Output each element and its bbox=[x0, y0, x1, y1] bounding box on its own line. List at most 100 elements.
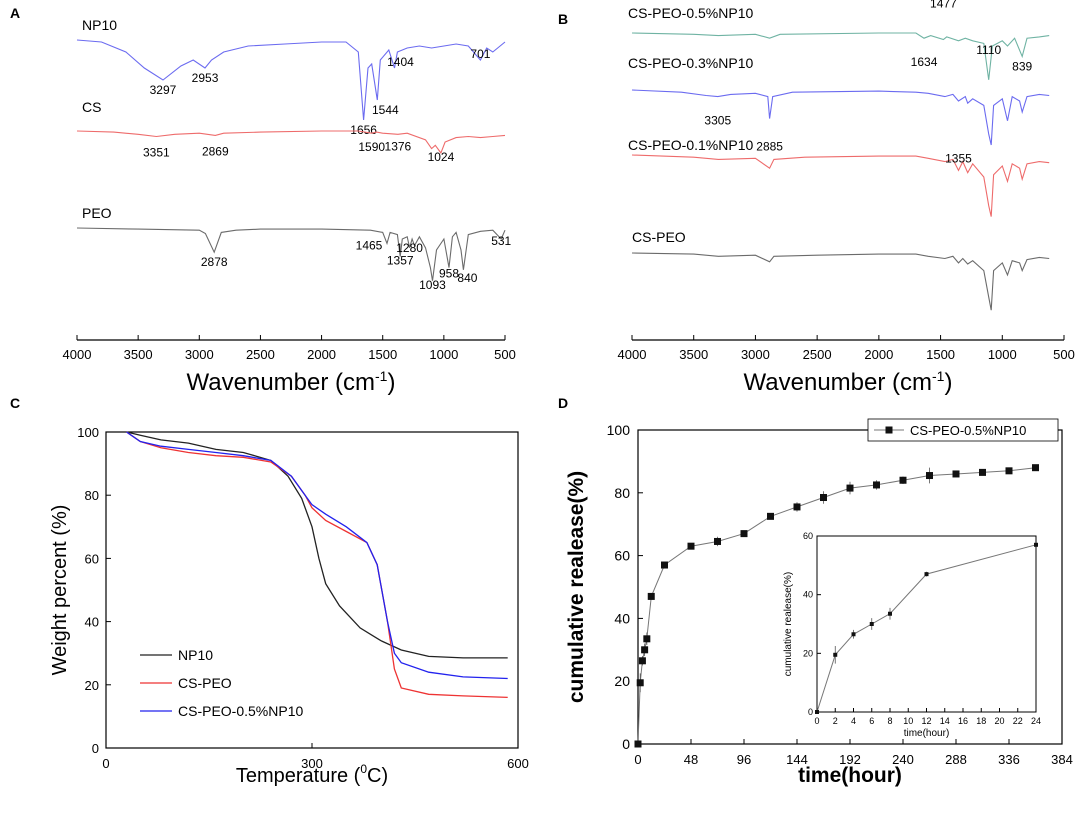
data-point bbox=[820, 494, 827, 502]
series-name-label: CS-PEO bbox=[632, 229, 686, 245]
x-axis-label-sup: -1 bbox=[932, 368, 945, 384]
x-tick-label: 0 bbox=[634, 752, 641, 767]
data-point bbox=[740, 530, 748, 538]
data-point bbox=[714, 537, 721, 545]
y-axis-label: cumulative realease(%) bbox=[565, 471, 588, 703]
inset-x-tick-label: 22 bbox=[1013, 716, 1023, 726]
x-axis-label: Wavenumber (cm-1) bbox=[744, 368, 953, 396]
peak-label: 1110 bbox=[976, 43, 1001, 57]
series-name-label: PEO bbox=[82, 205, 112, 221]
inset-data-point bbox=[924, 572, 929, 577]
peak-label: 3305 bbox=[704, 114, 731, 128]
x-tick-label: 1500 bbox=[368, 347, 397, 362]
inset-y-tick-label: 40 bbox=[803, 590, 813, 600]
data-point bbox=[647, 592, 655, 600]
spectrum-line-cs-peo-0-5-np10 bbox=[631, 32, 1050, 80]
x-axis-label: time(hour) bbox=[798, 764, 902, 787]
inset-x-tick-label: 24 bbox=[1031, 716, 1041, 726]
inset-data-point bbox=[1034, 542, 1038, 547]
legend-label: CS-PEO-0.5%NP10 bbox=[910, 423, 1026, 438]
peak-label: 1656 bbox=[350, 123, 377, 137]
series-name-label: CS-PEO-0.3%NP10 bbox=[628, 55, 753, 71]
spectrum-line-cs-peo-0-1-np10 bbox=[631, 154, 1050, 217]
inset-x-tick-label: 14 bbox=[940, 716, 950, 726]
y-axis-label: Weight percent (%) bbox=[49, 505, 71, 676]
x-tick-label: 3500 bbox=[124, 347, 153, 362]
spectrum-line-np10 bbox=[76, 39, 506, 121]
inset-x-tick-label: 10 bbox=[903, 716, 913, 726]
data-point bbox=[846, 484, 854, 492]
data-point bbox=[979, 468, 986, 476]
inset-frame bbox=[816, 535, 1037, 713]
peak-label: 1355 bbox=[945, 151, 972, 165]
inset-y-tick-label: 0 bbox=[808, 707, 813, 717]
data-point bbox=[687, 542, 695, 550]
inset-x-tick-label: 0 bbox=[814, 716, 819, 726]
peak-label: 1404 bbox=[387, 55, 414, 69]
tga-line-cs-peo bbox=[126, 431, 508, 699]
y-tick-label: 80 bbox=[85, 488, 99, 503]
data-point bbox=[636, 679, 644, 687]
peak-label: 2885 bbox=[756, 140, 783, 154]
x-tick-label: 288 bbox=[945, 752, 967, 767]
peak-label: 839 bbox=[1012, 59, 1032, 73]
series-name-label: NP10 bbox=[82, 17, 117, 33]
inset-y-tick-label: 20 bbox=[803, 648, 813, 658]
x-tick-label: 500 bbox=[494, 347, 516, 362]
y-tick-label: 20 bbox=[614, 673, 630, 689]
peak-label: 1357 bbox=[387, 254, 414, 268]
inset-data-point bbox=[815, 710, 819, 714]
inset-y-axis-label: cumulative realease(%) bbox=[783, 572, 794, 677]
x-tick-label: 336 bbox=[998, 752, 1020, 767]
peak-label: 531 bbox=[491, 234, 511, 248]
x-tick-label: 3500 bbox=[679, 347, 708, 362]
x-tick-label: 192 bbox=[839, 752, 861, 767]
peak-label: 1280 bbox=[396, 241, 423, 255]
x-tick-label: 500 bbox=[1053, 347, 1075, 362]
peak-label: 1024 bbox=[428, 150, 455, 164]
peak-label: 1590 bbox=[358, 140, 385, 154]
peak-label: 1544 bbox=[372, 103, 399, 117]
panel-c-letter: C bbox=[10, 395, 20, 411]
y-tick-label: 60 bbox=[614, 548, 630, 564]
x-tick-label: 144 bbox=[786, 752, 808, 767]
x-tick-label: 1500 bbox=[926, 347, 955, 362]
x-tick-label: 0 bbox=[102, 756, 109, 771]
peak-label: 1477 bbox=[930, 0, 957, 11]
y-tick-label: 60 bbox=[85, 551, 99, 566]
tga-line-cs-peo-0-5-np10 bbox=[126, 431, 508, 680]
y-tick-label: 100 bbox=[607, 422, 631, 438]
x-tick-label: 2500 bbox=[803, 347, 832, 362]
inset-x-tick-label: 12 bbox=[921, 716, 931, 726]
peak-label: 840 bbox=[457, 271, 477, 285]
data-point bbox=[1032, 464, 1039, 472]
inset-x-tick-label: 4 bbox=[851, 716, 856, 726]
series-name-label: CS-PEO-0.5%NP10 bbox=[628, 5, 753, 21]
data-point bbox=[899, 476, 907, 484]
x-tick-label: 2000 bbox=[307, 347, 336, 362]
inset-data-point bbox=[851, 632, 856, 637]
y-tick-label: 100 bbox=[77, 425, 99, 440]
peak-label: 1634 bbox=[911, 55, 938, 69]
y-tick-label: 0 bbox=[622, 736, 630, 752]
peak-label: 2869 bbox=[202, 144, 229, 158]
spectrum-line-cs-peo bbox=[631, 252, 1050, 311]
legend-swatch-marker bbox=[885, 426, 893, 434]
peak-label: 2953 bbox=[192, 71, 219, 85]
peak-label: 1093 bbox=[419, 278, 446, 292]
data-point bbox=[634, 740, 642, 748]
inset-x-tick-label: 20 bbox=[994, 716, 1004, 726]
peak-label: 2878 bbox=[201, 255, 228, 269]
x-axis-label-main: Temperature ( bbox=[236, 765, 361, 787]
x-tick-label: 2500 bbox=[246, 347, 275, 362]
inset-data-point bbox=[833, 652, 838, 657]
peak-label: 958 bbox=[439, 267, 459, 281]
y-tick-label: 40 bbox=[85, 615, 99, 630]
data-point bbox=[1005, 467, 1013, 475]
inset-data-point bbox=[888, 611, 892, 616]
inset-x-tick-label: 2 bbox=[833, 716, 838, 726]
peak-label: 1376 bbox=[385, 139, 412, 153]
legend-box bbox=[867, 418, 1059, 442]
peak-label: 1465 bbox=[356, 238, 383, 252]
